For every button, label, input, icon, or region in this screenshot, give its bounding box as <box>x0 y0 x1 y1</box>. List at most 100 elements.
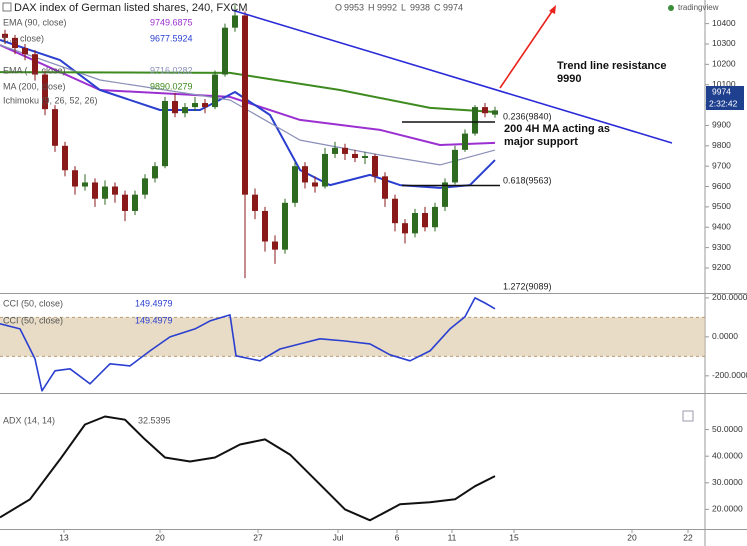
candle-body <box>22 48 28 55</box>
candle-body <box>322 153 328 187</box>
candle-body <box>372 155 378 177</box>
legend-label: EMA (…, close) <box>3 65 66 75</box>
x-tick-label: 11 <box>448 532 457 542</box>
candle-body <box>472 107 478 134</box>
ohlc-letter: C <box>434 2 441 12</box>
overlay-line <box>0 44 496 166</box>
candle-body <box>492 110 498 115</box>
y-tick-label: 200.0000 <box>712 292 747 302</box>
x-tick-label: 27 <box>253 532 263 542</box>
collapse-icon[interactable] <box>2 2 12 12</box>
candle-body <box>192 103 198 108</box>
candle-body <box>352 153 358 159</box>
y-tick-label: 9600 <box>712 181 731 191</box>
candle-body <box>92 182 98 199</box>
x-tick-label: 6 <box>395 532 400 542</box>
ohlc-value: 9974 <box>443 2 463 12</box>
candle-body <box>452 149 458 183</box>
ohlc-value: 9938 <box>410 2 430 12</box>
candle-body <box>412 212 418 234</box>
candle-body <box>2 33 8 38</box>
x-tick-label: Jul <box>333 532 344 542</box>
last-price-tag <box>706 86 744 98</box>
y-tick-label: 9700 <box>712 160 731 170</box>
legend-label: MA (200, close) <box>3 81 66 91</box>
candle-body <box>12 37 18 49</box>
candle-body <box>332 147 338 154</box>
status-dot <box>668 5 674 11</box>
ohlc-value: 9992 <box>377 2 397 12</box>
candle-body <box>312 182 318 187</box>
legend-value: 9890.0279 <box>150 81 193 91</box>
legend-value: 9677.5924 <box>150 33 193 43</box>
ohlc-letter: O <box>335 2 342 12</box>
y-tick-label: 10300 <box>712 38 736 48</box>
candle-body <box>62 145 68 171</box>
candle-body <box>382 176 388 199</box>
chart-title: DAX index of German listed shares, 240, … <box>14 2 248 14</box>
arrow-head <box>549 5 556 14</box>
fib-label: 1.272(9089) <box>503 281 552 291</box>
settings-icon[interactable] <box>682 410 694 422</box>
candle-body <box>462 133 468 150</box>
candle-body <box>222 27 228 75</box>
candle-body <box>72 170 78 187</box>
overlay-line <box>0 38 496 189</box>
candle-body <box>432 206 438 228</box>
annotation: 200 4H MA acting as <box>504 123 610 135</box>
y-tick-label: 20.0000 <box>712 504 743 514</box>
ohlc-value: 9953 <box>344 2 364 12</box>
countdown-tag <box>706 98 744 110</box>
y-tick-label: 9300 <box>712 242 731 252</box>
candle-body <box>52 109 58 146</box>
candle-body <box>102 186 108 199</box>
y-tick-label: 9900 <box>712 120 731 130</box>
candle-body <box>262 210 268 242</box>
y-tick-label: 0.0000 <box>712 331 738 341</box>
panel <box>0 5 498 279</box>
candle-body <box>152 166 158 179</box>
arrow <box>499 9 554 89</box>
candle-body <box>82 182 88 187</box>
y-tick-label: 50.0000 <box>712 424 743 434</box>
x-tick-label: 20 <box>627 532 637 542</box>
candle-body <box>132 194 138 211</box>
legend-value: 32.5395 <box>138 415 171 425</box>
y-tick-label: 9500 <box>712 201 731 211</box>
legend-value: 149.4979 <box>135 315 173 325</box>
candle-body <box>272 241 278 250</box>
candle-body <box>232 15 238 28</box>
overlay-line <box>0 71 496 113</box>
candle-body <box>182 107 188 114</box>
y-tick-label: 10200 <box>712 59 736 69</box>
ohlc-letter: H <box>368 2 375 12</box>
x-tick-label: 22 <box>683 532 693 542</box>
candle-body <box>362 155 368 159</box>
last-price: 9974 <box>712 86 731 96</box>
candle-body <box>252 194 258 211</box>
x-tick-label: 13 <box>59 532 69 542</box>
y-tick-label: 10400 <box>712 18 736 28</box>
legend-value: 149.4979 <box>135 298 173 308</box>
candle-body <box>42 74 48 110</box>
candle-body <box>142 178 148 195</box>
candle-body <box>212 74 218 108</box>
candle-body <box>482 107 488 114</box>
candle-body <box>242 15 248 195</box>
panel <box>0 297 705 392</box>
candle-body <box>342 147 348 154</box>
candle-body <box>282 202 288 250</box>
x-tick-label: 15 <box>509 532 519 542</box>
series-line <box>0 297 496 392</box>
fib-label: 0.236(9840) <box>503 111 552 121</box>
legend-label: CCI (50, close) <box>3 315 63 325</box>
legend-label: EMA (90, close) <box>3 17 67 27</box>
candle-body <box>442 182 448 207</box>
annotation: 9990 <box>557 73 581 85</box>
series-line <box>0 415 496 522</box>
band <box>0 317 705 357</box>
candle-body <box>422 212 428 228</box>
y-tick-label: 10100 <box>712 79 736 89</box>
candle-body <box>112 186 118 195</box>
